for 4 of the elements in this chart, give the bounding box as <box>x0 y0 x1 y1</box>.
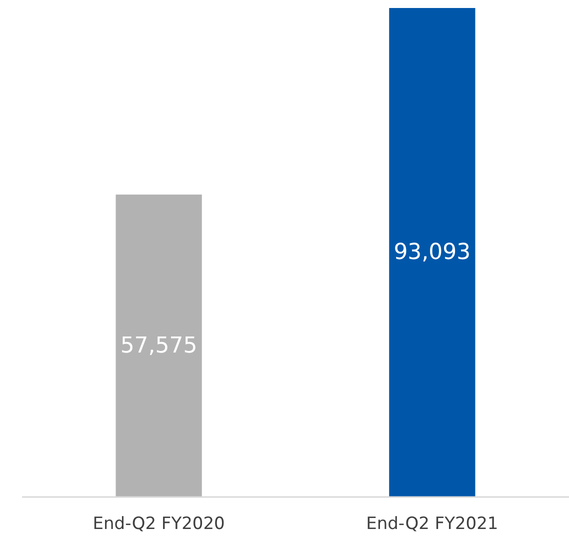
x-tick-label: End-Q2 FY2021 <box>366 514 498 534</box>
data-label: 57,575 <box>120 333 198 358</box>
x-tick-label: End-Q2 FY2020 <box>92 514 225 534</box>
data-label: 93,093 <box>394 240 471 265</box>
